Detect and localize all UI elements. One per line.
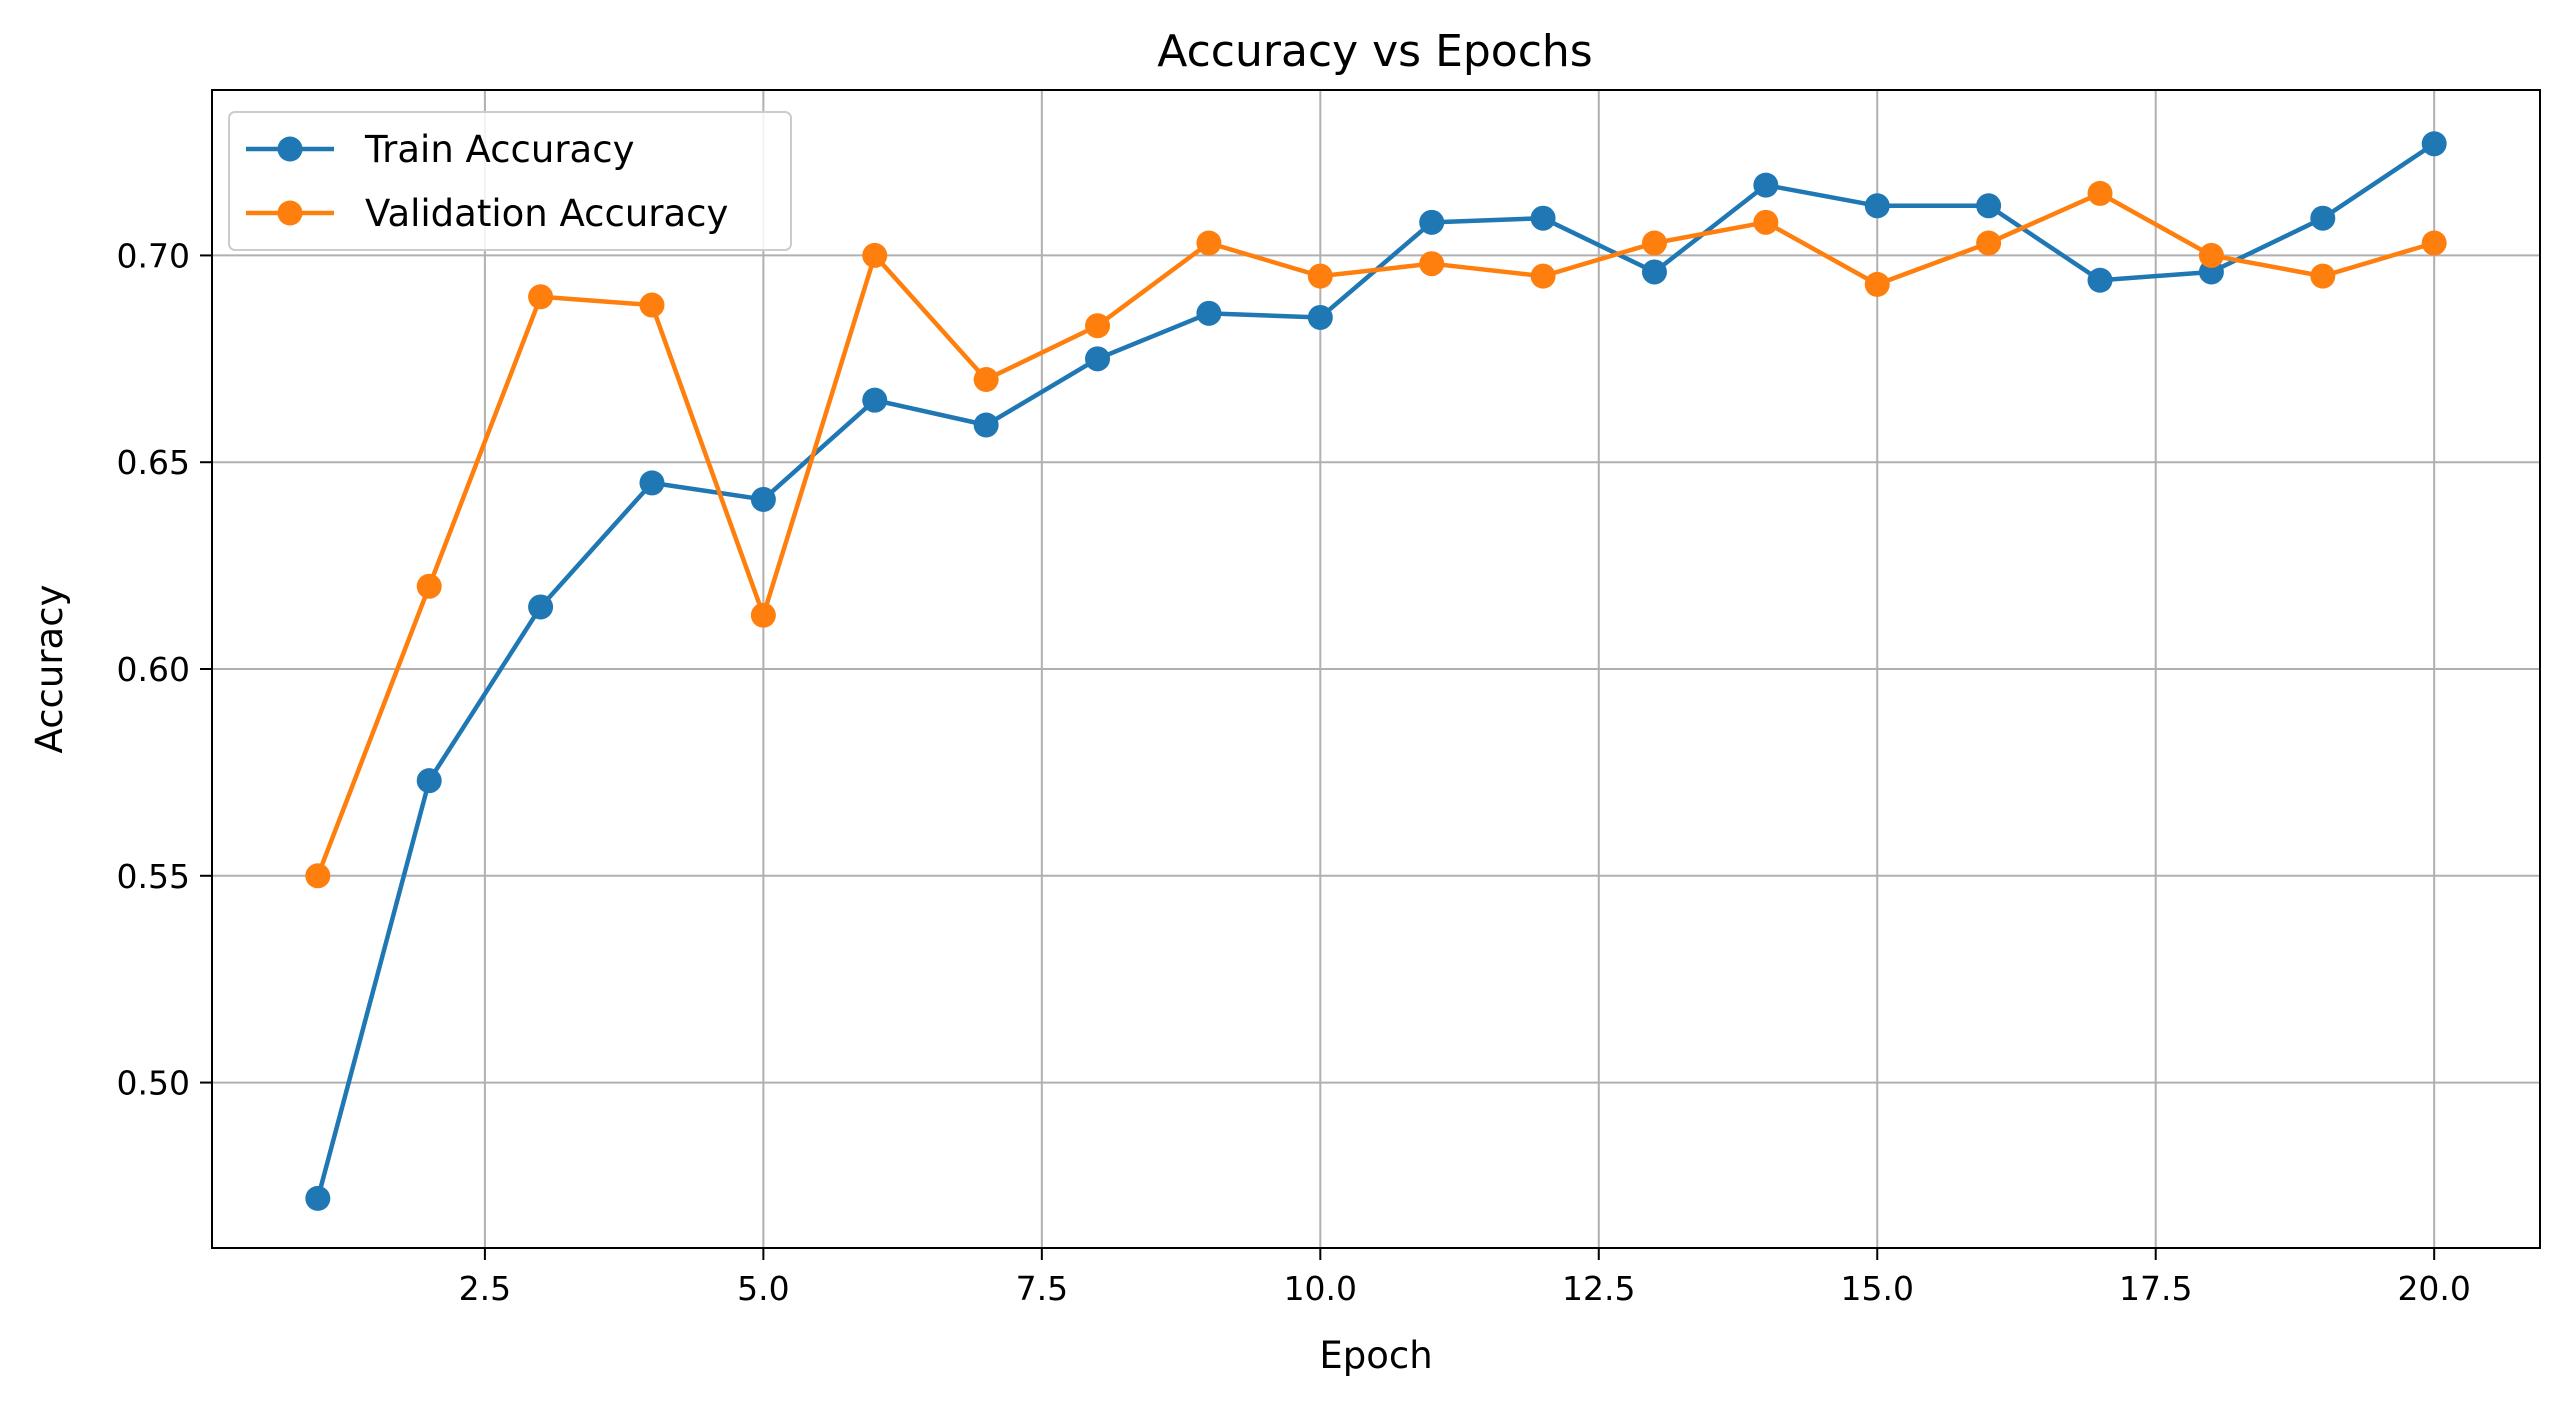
data-point bbox=[1085, 313, 1111, 339]
legend-marker bbox=[277, 136, 303, 162]
data-point bbox=[1753, 209, 1779, 235]
data-point bbox=[1976, 193, 2002, 219]
legend-label: Train Accuracy bbox=[364, 128, 634, 171]
legend-label: Validation Accuracy bbox=[365, 192, 728, 235]
x-tick-label: 2.5 bbox=[459, 1269, 511, 1308]
legend: Train Accuracy Validation Accuracy bbox=[228, 111, 792, 251]
data-point bbox=[1976, 230, 2002, 256]
grid-layer bbox=[212, 90, 2540, 1248]
data-point bbox=[1753, 172, 1779, 198]
chart-title: Accuracy vs Epochs bbox=[1157, 26, 1592, 77]
data-point bbox=[639, 470, 665, 496]
data-point bbox=[2310, 205, 2336, 231]
data-point bbox=[2310, 263, 2336, 289]
data-point bbox=[973, 412, 999, 438]
data-point bbox=[1196, 300, 1222, 326]
series-layer bbox=[305, 131, 2447, 1211]
data-point bbox=[1864, 271, 1890, 297]
data-point bbox=[528, 284, 554, 310]
data-point bbox=[750, 486, 776, 512]
x-tick-label: 15.0 bbox=[1841, 1269, 1914, 1308]
x-tick-label: 20.0 bbox=[2397, 1269, 2470, 1308]
x-tick-label: 7.5 bbox=[1016, 1269, 1068, 1308]
data-point bbox=[2421, 230, 2447, 256]
y-tick-label: 0.70 bbox=[117, 236, 190, 275]
data-point bbox=[1641, 259, 1667, 285]
data-point bbox=[1419, 209, 1445, 235]
y-tick-label: 0.50 bbox=[117, 1064, 190, 1103]
data-point bbox=[1196, 230, 1222, 256]
y-axis-label: Accuracy bbox=[28, 585, 71, 754]
data-point bbox=[973, 367, 999, 392]
data-point bbox=[1530, 263, 1556, 289]
data-point bbox=[1864, 193, 1890, 219]
x-tick-label: 5.0 bbox=[737, 1269, 789, 1308]
x-tick-label: 10.0 bbox=[1284, 1269, 1357, 1308]
y-tick-label: 0.60 bbox=[117, 650, 190, 689]
data-point bbox=[750, 602, 776, 628]
x-tick-label: 12.5 bbox=[1562, 1269, 1635, 1308]
data-point bbox=[2198, 242, 2224, 268]
y-tick-label: 0.55 bbox=[117, 857, 190, 896]
data-point bbox=[1307, 263, 1333, 289]
data-point bbox=[416, 573, 442, 599]
series-line bbox=[315, 191, 2435, 877]
data-point bbox=[2421, 131, 2447, 157]
data-point bbox=[1085, 346, 1111, 372]
data-point bbox=[862, 242, 888, 268]
data-point bbox=[1307, 304, 1333, 330]
data-point bbox=[2087, 267, 2113, 293]
x-axis-label: Epoch bbox=[1319, 1334, 1432, 1377]
legend-box bbox=[228, 111, 792, 251]
tick-layer: 2.5 5.0 7.5 10.0 12.5 15.0 17.5 20.0 0.50 0.55 0.6… bbox=[117, 236, 2471, 1308]
data-point bbox=[528, 594, 554, 620]
data-point bbox=[1419, 251, 1445, 277]
data-point bbox=[2087, 180, 2113, 206]
data-point bbox=[416, 768, 442, 794]
data-point bbox=[305, 1185, 331, 1211]
data-point bbox=[1530, 205, 1556, 231]
x-tick-label: 17.5 bbox=[2119, 1269, 2192, 1308]
data-point bbox=[862, 387, 888, 413]
data-point bbox=[639, 292, 665, 318]
series-validation bbox=[305, 180, 2447, 889]
y-tick-label: 0.65 bbox=[117, 443, 190, 482]
legend-marker bbox=[277, 200, 303, 226]
data-point bbox=[305, 863, 331, 889]
data-point bbox=[1641, 230, 1667, 256]
